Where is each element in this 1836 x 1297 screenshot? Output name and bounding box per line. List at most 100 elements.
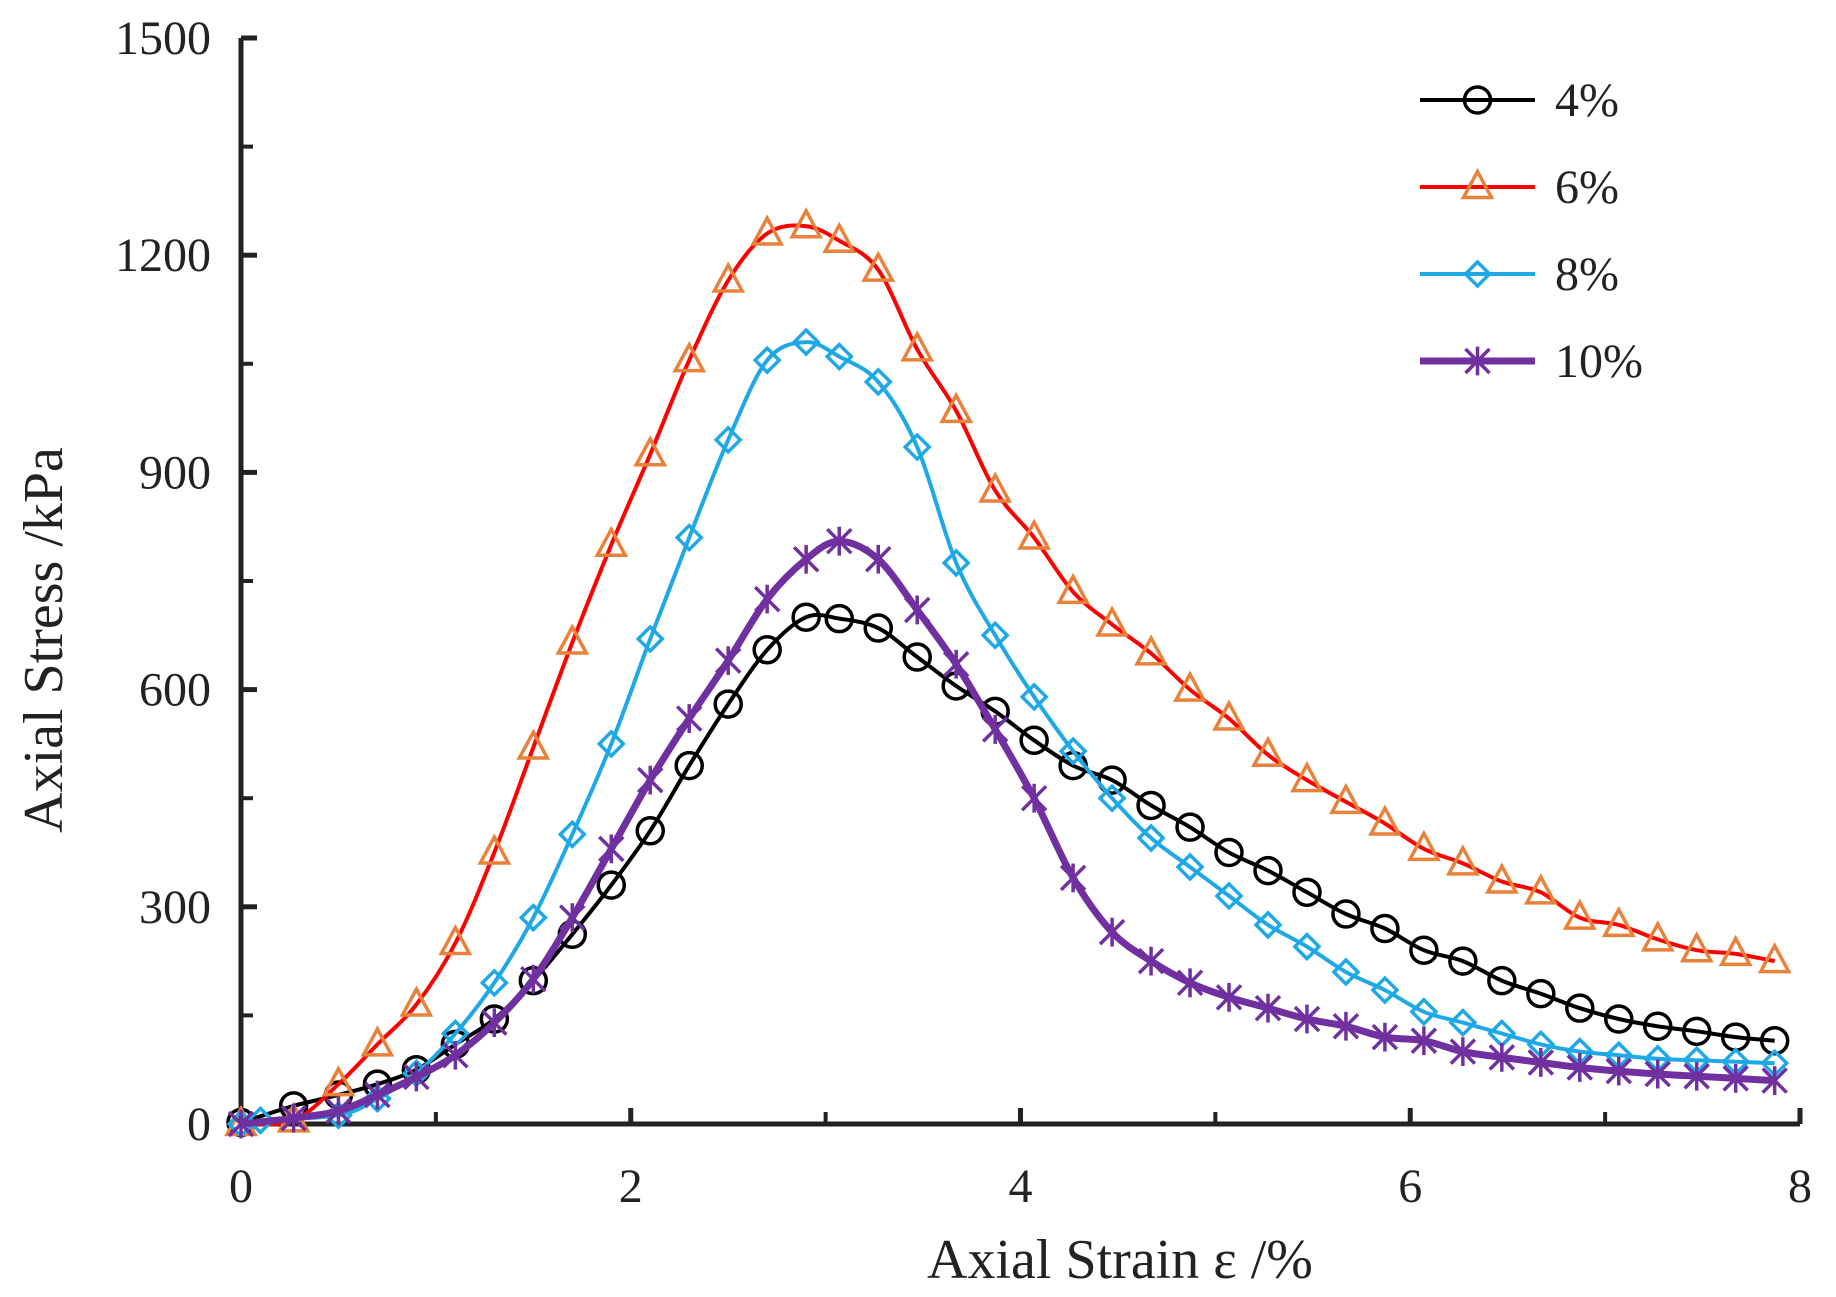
data-point [941,548,971,578]
data-point [280,1103,307,1133]
data-point [481,1008,508,1038]
data-point [227,1109,255,1139]
data-point [1254,993,1282,1023]
data-point [1406,829,1441,862]
data-point [981,715,1009,744]
data-point [594,525,629,558]
legend-label: 10% [1555,335,1643,388]
x-tick-label: 4 [1009,1160,1033,1213]
data-point [1367,804,1402,836]
data-point [360,1025,395,1057]
data-point [791,602,821,632]
data-point [1056,572,1091,605]
data-point [674,523,704,553]
data-point [824,603,855,634]
data-point [1175,812,1205,842]
data-point [675,704,703,733]
y-axis-title: Axial Stress /kPa [13,447,75,833]
data-point [557,819,587,849]
data-point [1059,863,1087,893]
series-line [240,340,1775,1126]
data-point [865,544,892,574]
axes: 0 300 600 900 1200 1500 0 2 4 6 8 [115,12,1812,1213]
data-point [1214,881,1244,911]
y-tick-label: 600 [139,664,211,717]
data-point [1329,782,1363,815]
data-point [902,432,932,462]
data-point [1487,965,1517,996]
data-point [635,816,665,846]
data-point [1448,946,1478,976]
data-point [1058,736,1088,766]
y-tick-label: 900 [139,446,211,499]
legend-marker [1460,167,1495,200]
data-point [1292,877,1322,908]
data-point [903,595,931,625]
data-point [1371,1022,1399,1052]
data-point [826,526,853,556]
x-tick-label: 0 [229,1160,253,1213]
x-tick-label: 6 [1398,1160,1422,1213]
data-point [1484,862,1519,894]
y-axis-ticks: 0 300 600 900 1200 1500 [115,12,257,1151]
data-point [403,1062,430,1092]
data-point [713,689,743,719]
data-point [596,870,627,900]
y-tick-label: 1500 [115,12,211,65]
data-point [1604,1004,1634,1034]
data-point [1761,1066,1788,1095]
data-point [1175,852,1205,882]
data-point [942,649,970,679]
data-point [1562,898,1597,930]
data-point [555,623,590,655]
data-point [1759,1025,1790,1056]
data-point [1134,634,1169,666]
data-point [1017,518,1052,550]
x-tick-label: 2 [619,1160,643,1213]
data-point [1095,605,1130,637]
data-point [1136,823,1166,853]
legend-marker [1463,259,1492,289]
data-point [479,968,509,998]
data-point [636,765,664,795]
data-point [824,342,854,372]
data-point [1488,1042,1516,1072]
data-point [1253,910,1283,940]
data-point [1644,1059,1671,1089]
legend-marker [1462,85,1493,115]
data-point [1757,942,1792,974]
data-point [1527,1048,1555,1077]
data-point [1722,1063,1749,1093]
data-point [1681,1016,1712,1047]
data-point [1409,935,1439,965]
data-point [792,544,820,574]
data-point [559,903,586,933]
data-point [442,1040,469,1070]
y-tick-label: 0 [187,1098,211,1151]
legend-item: 6% [1420,161,1619,214]
data-point [1137,946,1165,976]
data-point [1331,957,1361,987]
data-point [1445,844,1480,876]
data-point [711,261,746,293]
data-point [1565,993,1595,1023]
y-tick-label: 300 [139,881,211,934]
legend: 4% 6% 8% 10% [1420,74,1643,388]
data-point [1253,855,1283,886]
data-point [714,646,742,676]
data-point [438,923,473,956]
data-point [399,985,434,1017]
data-point [1331,899,1361,929]
data-point [1409,997,1439,1027]
data-point [325,1096,352,1126]
legend-item: 8% [1420,248,1619,301]
data-point [1098,917,1126,947]
legend-label: 6% [1555,161,1619,214]
data-point [863,367,893,397]
data-point [1020,783,1048,813]
data-point [1293,1004,1321,1034]
data-point [1176,968,1204,998]
y-tick-label: 1200 [115,229,211,282]
legend-marker [1464,346,1491,376]
x-axis-title: Axial Strain ε /% [927,1229,1313,1291]
